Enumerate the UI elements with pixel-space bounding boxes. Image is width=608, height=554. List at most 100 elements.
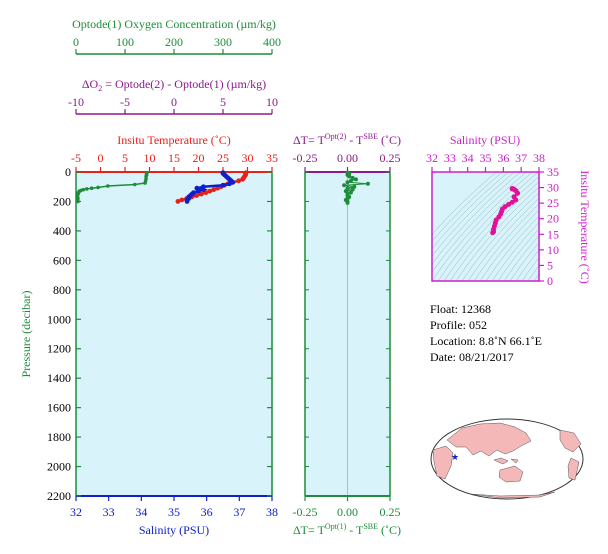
delta-o2-axis-tick-label: -5 [120,95,130,109]
temperature-axis-tick-label: -5 [71,151,81,165]
salinity-axis-tick-label: 36 [201,505,213,519]
ts-point [515,190,521,196]
salinity-profile-point [184,199,190,204]
temperature-axis-tick-label: 5 [122,151,128,165]
ts-density-contour [509,242,539,281]
map-land-antarctica [469,491,556,499]
ts-salinity-tick-label: 36 [497,151,509,165]
oxygen-axis-tick-label: 300 [214,35,232,49]
oxygen-axis-tick-label: 400 [263,35,281,49]
oxygen-profile-point [133,182,137,187]
pressure-axis-tick-label: 1800 [47,430,71,444]
salinity-axis-tick-label: 34 [135,505,147,519]
ts-data [490,186,521,236]
delta-t-point [348,190,353,195]
temperature-profile-point [211,187,217,193]
delta-t-bottom-tick-label: 0.25 [380,505,401,519]
delta-o2-axis-tick-label: -10 [68,95,84,109]
ts-point [490,230,496,236]
ts-density-contour [485,215,539,281]
pressure-axis-tick-label: 0 [65,165,71,179]
salinity-axis-tick-label: 38 [266,505,278,519]
ts-density-contour [455,186,539,281]
profile-panel-background [76,172,272,496]
delta-t-bottom-title: ΔT= TOpt(1) - TSBE (˚C) [293,522,401,537]
map-land-indonesia [493,457,519,465]
oxygen-profile-point [96,185,100,190]
ts-density-contour [491,222,539,281]
ts-density-contour [461,192,539,281]
delta-t-point [345,200,350,205]
ts-temperature-tick-label: 0 [547,274,553,288]
map-land-africa [432,445,454,480]
delta-o2-axis-tick-label: 10 [266,95,278,109]
float-location-marker: ★ [451,452,459,462]
ts-density-contour [432,172,533,281]
pressure-axis-tick-label: 600 [53,253,71,267]
ts-density-contour [473,203,539,281]
delta-t-point [350,187,355,192]
temperature-axis: -5 0 5 10 15 20 25 30 35 [71,151,278,172]
salinity-axis-tick-label: 35 [168,505,180,519]
pressure-axis-tick-label: 400 [53,224,71,238]
pressure-axis-tick-label: 1200 [47,342,71,356]
ts-salinity-tick-label: 35 [480,151,492,165]
delta-t-top-tick-label: 0.25 [380,151,401,165]
ts-yaxis-title: Insitu Temperature (˚C) [578,170,592,284]
ts-density-contour [432,172,521,265]
ts-temperature-tick-label: 30 [547,181,559,195]
delta-o2-axis: ΔO2 = Optode(2) - Optode(1) (µm/kg) -10 -… [68,77,278,115]
ts-title: Salinity (PSU) [450,133,520,147]
salinity-axis-tick-label: 33 [103,505,115,519]
delta-t-point [352,184,357,189]
ts-panel-background [432,172,539,281]
delta-t-axes: -0.25 -0.25 0.00 0.00 0.25 0.25 [293,151,401,519]
temperature-axis-tick-label: 35 [266,151,278,165]
map-land-americas [559,429,582,481]
salinity-profile-point [201,187,206,193]
delta-t-bottom-tick-label: -0.25 [293,505,318,519]
temperature-profile-point [199,191,204,197]
world-map: ★ [430,418,584,500]
delta-t-point [348,178,353,183]
float-info-float: Float: 12368 [430,302,492,316]
map-land-asia [446,422,532,457]
ts-temperature-tick-label: 35 [547,165,559,179]
delta-o2-axis-tick-label: 5 [220,95,226,109]
ts-density-contour [479,209,539,281]
oxygen-axis: Optode(1) Oxygen Concentration (µm/kg) 0… [72,17,281,55]
pressure-axis-tick-label: 1000 [47,312,71,326]
ts-density-contour [432,172,509,249]
oxygen-profile-point [106,184,110,188]
pressure-axis-tick-label: 2200 [47,489,71,503]
delta-t-top-title: ΔT= TOpt(2) - TSBE (˚C) [293,132,401,147]
delta-o2-axis-tick-label: 0 [171,95,177,109]
profile-data [75,170,249,204]
oxygen-axis-tick-label: 100 [116,35,134,49]
pressure-axis-tick-label: 800 [53,283,71,297]
oxygen-profile-point [89,186,94,190]
ts-salinity-tick-label: 37 [515,151,527,165]
delta-t-point [354,177,358,182]
ts-salinity-tick-label: 32 [426,151,438,165]
salinity-axis: 32 33 34 35 36 37 38 [70,496,278,519]
delta-t-point [347,174,352,179]
ts-density-contour [497,228,539,281]
pressure-axis-tick-label: 1600 [47,401,71,415]
delta-t-point [345,186,350,191]
delta-t-point [365,181,370,186]
temperature-axis-tick-label: 10 [144,151,156,165]
ts-salinity-tick-label: 38 [533,151,545,165]
ts-density-contour [432,172,503,242]
delta-t-point [342,183,347,188]
salinity-axis-title: Salinity (PSU) [139,523,209,537]
ts-density-contour [432,172,515,257]
ts-temperature-tick-label: 20 [547,212,559,226]
salinity-axis-tick-label: 37 [233,505,245,519]
ts-temperature-tick-label: 25 [547,196,559,210]
salinity-profile-point [220,182,226,188]
ts-density-contour [432,172,527,273]
float-info-profile: Profile: 052 [430,318,487,332]
ts-salinity-tick-label: 33 [444,151,456,165]
